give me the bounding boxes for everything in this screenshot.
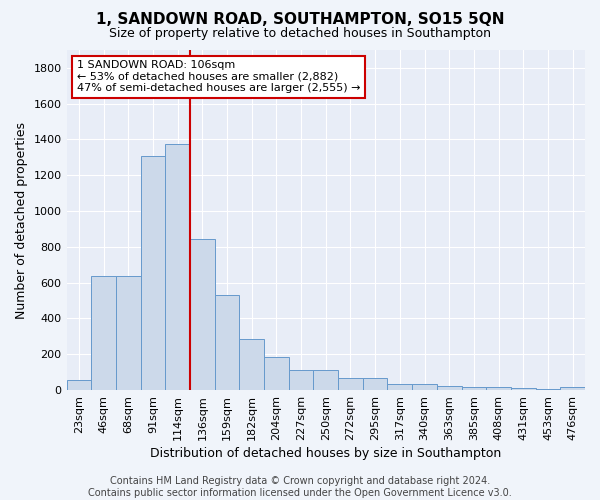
Bar	[116, 276, 140, 390]
Bar	[412, 384, 437, 390]
Bar	[239, 339, 264, 390]
Bar	[67, 380, 91, 390]
Bar	[511, 388, 536, 390]
Text: 1, SANDOWN ROAD, SOUTHAMPTON, SO15 5QN: 1, SANDOWN ROAD, SOUTHAMPTON, SO15 5QN	[96, 12, 504, 28]
Bar	[190, 239, 215, 390]
Bar	[486, 388, 511, 390]
Bar	[363, 378, 388, 390]
Bar	[560, 388, 585, 390]
Bar	[264, 357, 289, 390]
Bar	[313, 370, 338, 390]
Text: Contains HM Land Registry data © Crown copyright and database right 2024.
Contai: Contains HM Land Registry data © Crown c…	[88, 476, 512, 498]
Bar	[338, 378, 363, 390]
X-axis label: Distribution of detached houses by size in Southampton: Distribution of detached houses by size …	[150, 447, 502, 460]
Y-axis label: Number of detached properties: Number of detached properties	[15, 122, 28, 318]
Bar	[215, 295, 239, 390]
Bar	[91, 276, 116, 390]
Bar	[289, 370, 313, 390]
Text: Size of property relative to detached houses in Southampton: Size of property relative to detached ho…	[109, 28, 491, 40]
Bar	[140, 156, 165, 390]
Bar	[388, 384, 412, 390]
Bar	[461, 388, 486, 390]
Bar	[437, 386, 461, 390]
Bar	[165, 144, 190, 390]
Text: 1 SANDOWN ROAD: 106sqm
← 53% of detached houses are smaller (2,882)
47% of semi-: 1 SANDOWN ROAD: 106sqm ← 53% of detached…	[77, 60, 361, 94]
Bar	[536, 389, 560, 390]
